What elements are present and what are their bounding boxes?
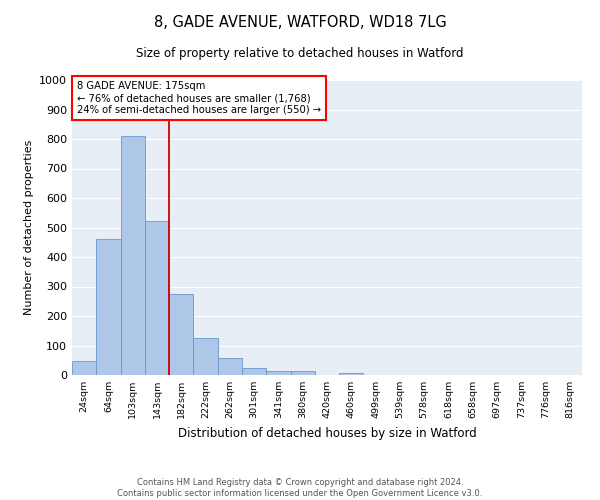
Bar	[266, 372, 290, 375]
Bar	[96, 240, 121, 375]
Bar	[218, 358, 242, 375]
Text: 8, GADE AVENUE, WATFORD, WD18 7LG: 8, GADE AVENUE, WATFORD, WD18 7LG	[154, 15, 446, 30]
Text: Size of property relative to detached houses in Watford: Size of property relative to detached ho…	[136, 48, 464, 60]
Bar	[242, 368, 266, 375]
Bar	[193, 338, 218, 375]
Bar	[339, 372, 364, 375]
Bar	[72, 361, 96, 375]
Bar	[145, 221, 169, 375]
Bar	[121, 136, 145, 375]
Y-axis label: Number of detached properties: Number of detached properties	[23, 140, 34, 315]
Text: 8 GADE AVENUE: 175sqm
← 76% of detached houses are smaller (1,768)
24% of semi-d: 8 GADE AVENUE: 175sqm ← 76% of detached …	[77, 82, 321, 114]
Text: Contains HM Land Registry data © Crown copyright and database right 2024.
Contai: Contains HM Land Registry data © Crown c…	[118, 478, 482, 498]
Bar	[290, 372, 315, 375]
X-axis label: Distribution of detached houses by size in Watford: Distribution of detached houses by size …	[178, 426, 476, 440]
Bar	[169, 294, 193, 375]
